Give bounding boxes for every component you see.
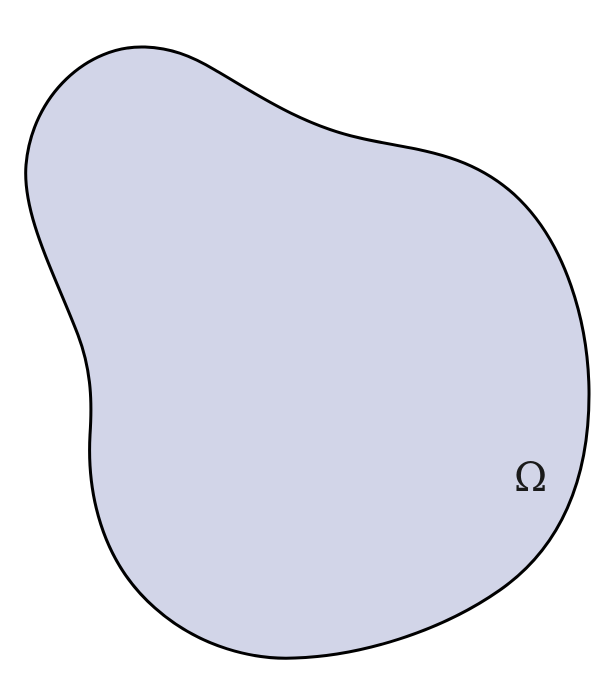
region-label-omega: Ω xyxy=(514,455,547,501)
domain-region xyxy=(24,45,591,660)
